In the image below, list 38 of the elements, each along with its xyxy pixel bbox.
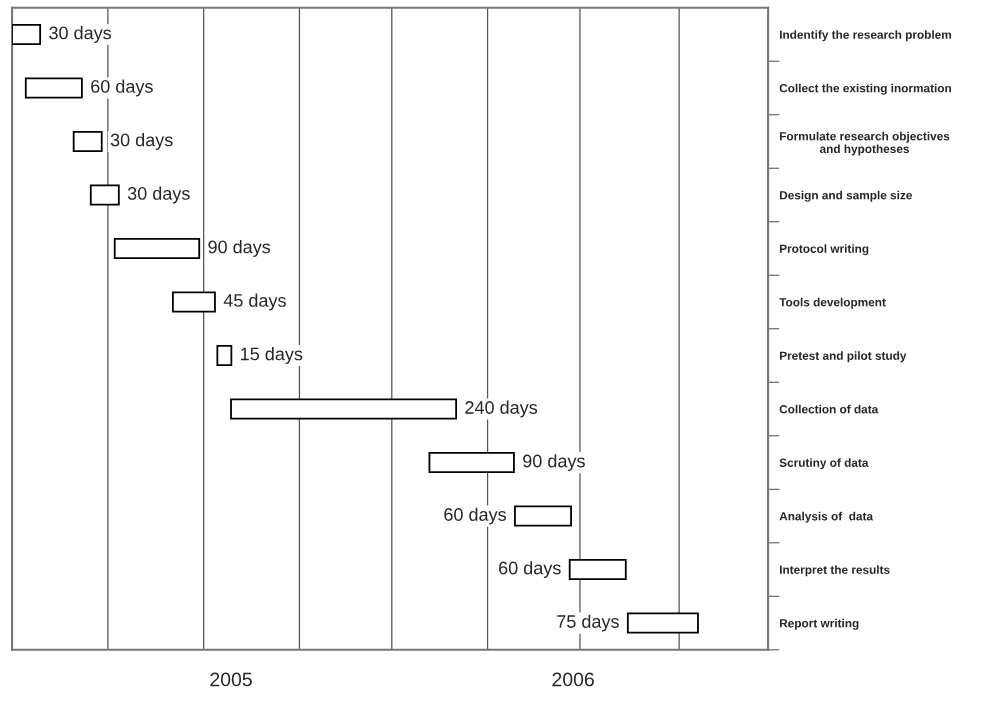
y-tick-label: Indentify the research problem xyxy=(780,30,952,42)
annotation: 45 days xyxy=(223,293,286,311)
annotation: 60 days xyxy=(499,561,561,578)
y-tick-label: Design and sample size xyxy=(780,190,912,202)
x-tick-label: 2005 xyxy=(210,672,252,687)
annotation: 60 days xyxy=(444,507,506,525)
x-tick-label: 2006 xyxy=(552,672,594,687)
y-tick-label: Interpret the results xyxy=(780,565,890,577)
annotation: 30 days xyxy=(49,26,112,43)
y-tick-label: Scrutiny of data xyxy=(779,458,869,470)
y-tick-label: Collection of data xyxy=(779,404,879,414)
bar xyxy=(230,398,458,420)
y-tick-label: Protocol writing xyxy=(780,244,869,256)
bar xyxy=(89,184,120,206)
bar xyxy=(626,612,699,634)
bar xyxy=(113,237,201,260)
annotation: 30 days xyxy=(110,133,173,150)
annotation: 90 days xyxy=(208,240,271,257)
bar xyxy=(216,344,233,367)
bar xyxy=(171,291,216,313)
y-tick-label: Tools development xyxy=(779,297,886,309)
bar xyxy=(428,452,515,474)
bar xyxy=(514,505,572,527)
bar xyxy=(568,559,627,581)
y-tick-label: Report writing xyxy=(780,618,859,630)
annotation: 30 days xyxy=(127,186,190,204)
annotation: 60 days xyxy=(91,79,153,97)
y-tick-label: Collect the existing inormation xyxy=(779,83,951,95)
y-tick-label: Analysis of data xyxy=(779,511,874,523)
bar xyxy=(24,77,83,99)
bar xyxy=(12,23,42,46)
annotation: 15 days xyxy=(241,347,303,364)
annotation: 75 days xyxy=(557,614,619,632)
annotation: 240 days xyxy=(465,400,538,418)
bar xyxy=(72,130,103,153)
annotation: 90 days xyxy=(523,454,585,471)
y-tick-label: Pretest and pilot study xyxy=(780,351,907,363)
y-tick-label: Formulate research objectives and hypotheses xyxy=(780,131,950,156)
